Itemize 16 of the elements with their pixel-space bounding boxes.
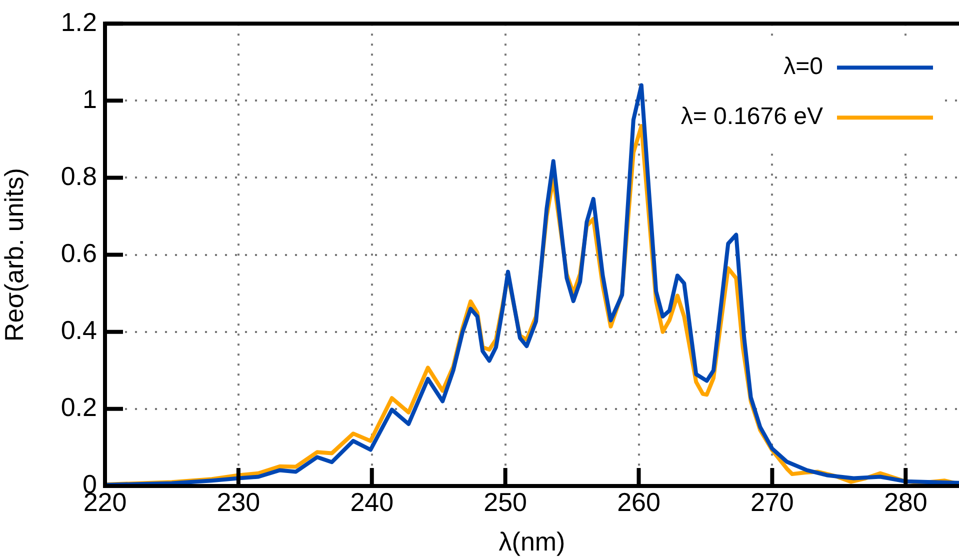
y-tick-label: 0.8 xyxy=(60,160,97,191)
x-tick-label: 240 xyxy=(350,486,394,517)
x-tick-label: 270 xyxy=(750,486,794,517)
y-axis-title: Reσ(arb. units) xyxy=(0,168,29,342)
legend-label: λ=0 xyxy=(784,53,823,80)
x-tick-label: 250 xyxy=(484,486,528,517)
y-tick-label: 0.2 xyxy=(60,392,97,422)
y-tick-label: 0.6 xyxy=(60,238,97,268)
legend-label: λ= 0.1676 eV xyxy=(680,103,823,130)
y-tick-label: 1 xyxy=(82,84,97,114)
x-tick-label: 280 xyxy=(884,486,928,517)
y-tick-label: 1.2 xyxy=(60,6,97,37)
x-axis-title: λ(nm) xyxy=(498,526,566,557)
y-tick-label: 0.4 xyxy=(60,315,97,346)
x-tick-label: 230 xyxy=(216,486,260,517)
x-tick-label: 260 xyxy=(617,486,660,517)
